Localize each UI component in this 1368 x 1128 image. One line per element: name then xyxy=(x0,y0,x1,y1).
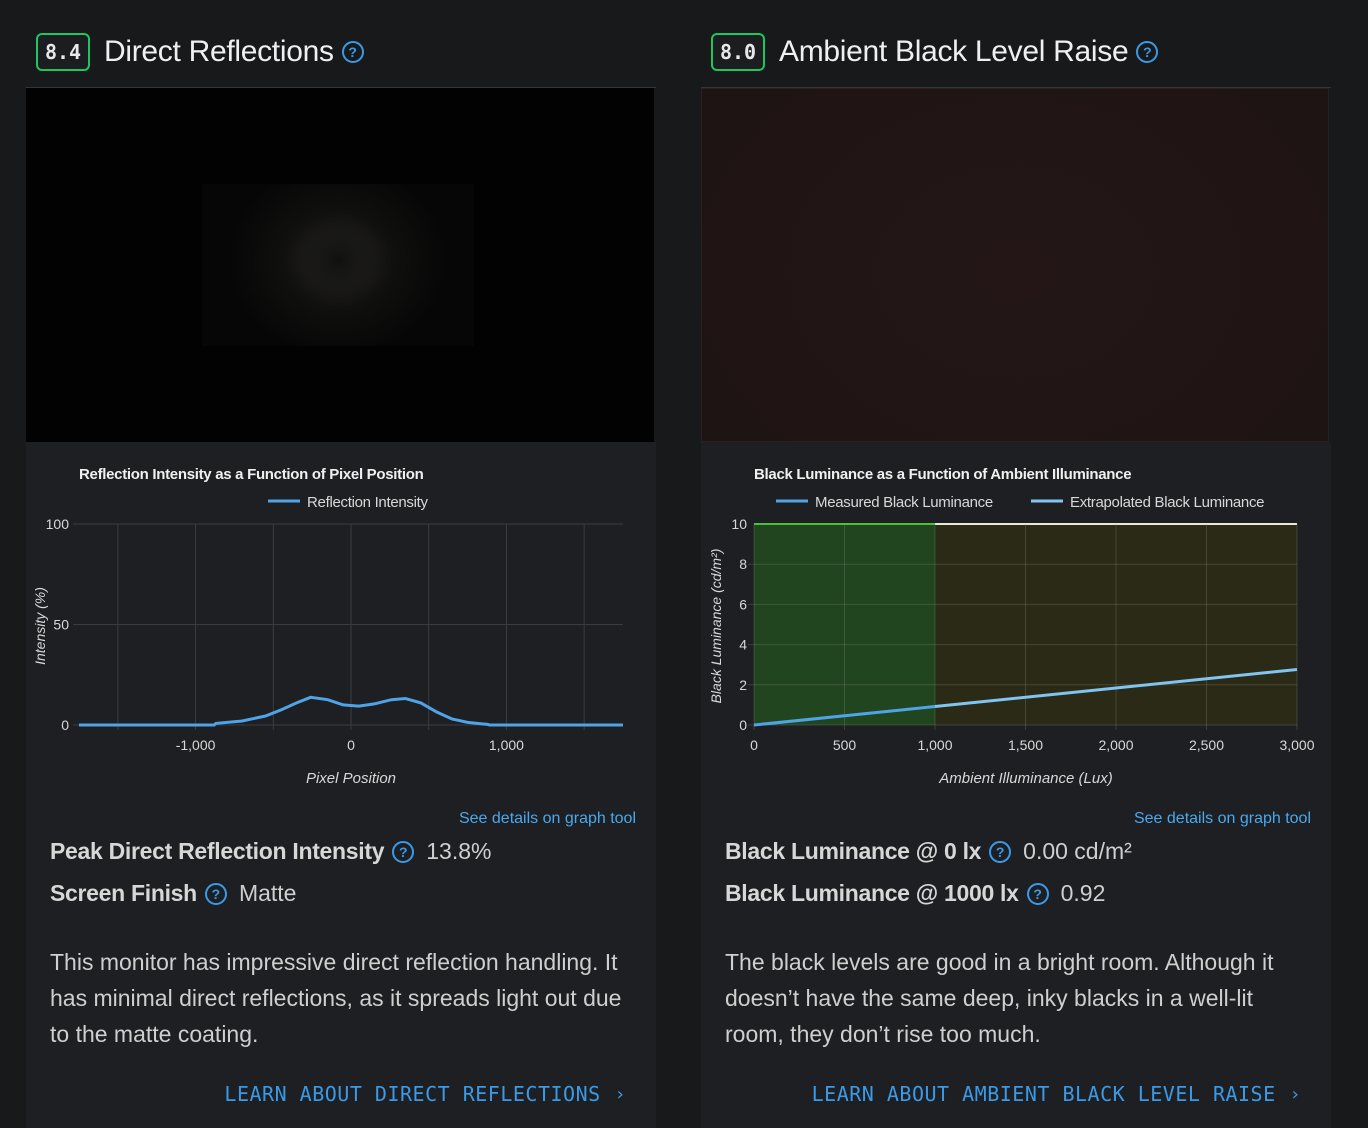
learn-more-link[interactable]: LEARN ABOUT AMBIENT BLACK LEVEL RAISE › xyxy=(812,1082,1301,1106)
x-tick-label: 0 xyxy=(750,737,758,753)
section-title: Direct Reflections xyxy=(104,35,334,68)
legend-label: Reflection Intensity xyxy=(307,494,429,511)
y-tick-label: 8 xyxy=(739,556,747,572)
chart-title: Reflection Intensity as a Function of Pi… xyxy=(79,466,424,483)
y-tick-label: 2 xyxy=(739,677,747,693)
x-tick-label: 2,000 xyxy=(1098,737,1133,753)
x-tick-label: 2,500 xyxy=(1189,737,1224,753)
y-tick-label: 0 xyxy=(61,717,69,733)
y-axis-label: Intensity (%) xyxy=(32,587,48,665)
question-circle-icon[interactable]: ? xyxy=(989,840,1012,863)
metric-label: Peak Direct Reflection Intensity xyxy=(50,838,385,864)
metric-screen-finish: Screen Finish ? Matte xyxy=(50,880,296,907)
divider xyxy=(701,87,1331,88)
x-tick-label: 500 xyxy=(833,737,857,753)
metric-value: 0.00 cd/m² xyxy=(1023,838,1132,864)
chevron-right-icon: › xyxy=(614,1083,626,1105)
x-tick-label: -1,000 xyxy=(176,737,216,753)
reflection-intensity-line xyxy=(79,695,623,727)
x-axis-label: Ambient Illuminance (Lux) xyxy=(938,770,1112,787)
metric-value: Matte xyxy=(238,880,297,906)
metric-label: Black Luminance @ 1000 lx xyxy=(725,880,1019,906)
reflection-chart: Reflection Intensity as a Function of Pi… xyxy=(32,466,623,787)
divider xyxy=(26,87,656,88)
ambient-test-photo xyxy=(701,88,1329,442)
y-axis-label: Black Luminance (cd/m²) xyxy=(708,549,724,704)
y-tick-label: 0 xyxy=(739,717,747,733)
question-circle-icon[interactable]: ? xyxy=(1026,882,1049,905)
learn-more-label: LEARN ABOUT AMBIENT BLACK LEVEL RAISE xyxy=(811,1082,1276,1106)
x-tick-label: 3,000 xyxy=(1279,737,1314,753)
learn-more-label: LEARN ABOUT DIRECT REFLECTIONS xyxy=(224,1082,601,1106)
y-tick-label: 10 xyxy=(731,516,747,532)
ambient-black-level-section: 8.0 Ambient Black Level Raise ? Black Lu… xyxy=(701,0,1331,1128)
x-tick-label: 0 xyxy=(347,737,355,753)
graph-tool-link[interactable]: See details on graph tool xyxy=(458,810,636,827)
results-panel: Black Luminance as a Function of Ambient… xyxy=(701,442,1331,1128)
metric-label: Screen Finish xyxy=(50,880,197,906)
section-description: The black levels are good in a bright ro… xyxy=(725,949,1274,1047)
chevron-right-icon: › xyxy=(1289,1083,1301,1105)
graph-tool-link[interactable]: See details on graph tool xyxy=(1133,810,1311,827)
question-circle-icon[interactable]: ? xyxy=(341,41,364,63)
score-badge: 8.4 xyxy=(36,33,90,71)
x-axis-label: Pixel Position xyxy=(306,770,396,787)
score-badge: 8.0 xyxy=(711,33,765,71)
y-tick-label: 4 xyxy=(739,637,747,653)
direct-reflections-section: 8.4 Direct Reflections ? Reflection Inte… xyxy=(26,0,656,1128)
question-circle-icon[interactable]: ? xyxy=(392,840,415,863)
x-tick-label: 1,000 xyxy=(917,737,952,753)
extrapolated-black-luminance-line xyxy=(934,668,1298,708)
metric-black-luminance-0lx: Black Luminance @ 0 lx ? 0.00 cd/m² xyxy=(725,838,1132,865)
legend-label: Extrapolated Black Luminance xyxy=(1070,494,1264,511)
metric-value: 0.92 xyxy=(1060,880,1106,906)
section-header: 8.4 Direct Reflections ? xyxy=(36,30,364,74)
reflection-spot xyxy=(202,184,474,346)
legend-label: Measured Black Luminance xyxy=(815,494,993,511)
y-tick-label: 6 xyxy=(739,596,747,612)
y-tick-label: 50 xyxy=(53,617,69,633)
x-tick-label: 1,500 xyxy=(1008,737,1043,753)
ambient-glow xyxy=(702,89,1328,441)
good-zone-band xyxy=(754,524,935,725)
results-panel: Reflection Intensity as a Function of Pi… xyxy=(26,442,656,1128)
learn-more-link[interactable]: LEARN ABOUT DIRECT REFLECTIONS › xyxy=(224,1082,626,1106)
section-description: This monitor has impressive direct refle… xyxy=(50,949,622,1047)
question-circle-icon[interactable]: ? xyxy=(1136,41,1159,63)
metric-peak-reflection: Peak Direct Reflection Intensity ? 13.8% xyxy=(50,838,491,865)
measured-black-luminance-line xyxy=(753,705,936,727)
metric-black-luminance-1000lx: Black Luminance @ 1000 lx ? 0.92 xyxy=(725,880,1105,907)
chart-title: Black Luminance as a Function of Ambient… xyxy=(754,466,1131,483)
x-tick-label: 1,000 xyxy=(489,737,524,753)
metric-label: Black Luminance @ 0 lx xyxy=(725,838,982,864)
ok-zone-band xyxy=(935,524,1297,725)
section-title: Ambient Black Level Raise xyxy=(779,35,1129,68)
black-luminance-chart: Black Luminance as a Function of Ambient… xyxy=(708,466,1315,787)
metric-value: 13.8% xyxy=(426,838,492,864)
section-header: 8.0 Ambient Black Level Raise ? xyxy=(711,30,1159,74)
reflection-test-photo xyxy=(26,88,654,442)
question-circle-icon[interactable]: ? xyxy=(204,882,227,905)
y-tick-label: 100 xyxy=(46,516,70,532)
